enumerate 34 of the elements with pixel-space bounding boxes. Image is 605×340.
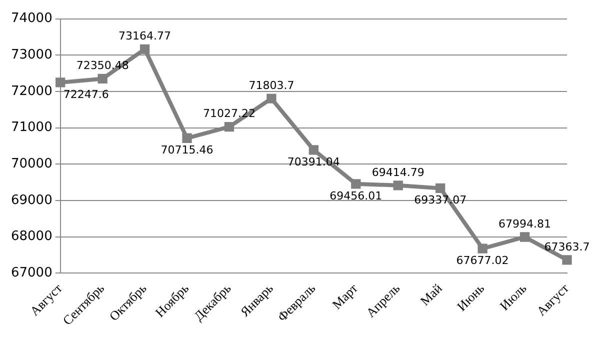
- data-label: 69456.01: [330, 189, 382, 202]
- y-tick-label: 67000: [10, 266, 52, 281]
- data-label: 73164.77: [118, 30, 172, 43]
- y-tick-label: 71000: [10, 120, 52, 136]
- data-label: 69414.79: [372, 166, 424, 179]
- point: [224, 122, 234, 132]
- point: [520, 232, 530, 242]
- y-tick-label: 69000: [10, 192, 52, 208]
- data-label: 72247.6: [63, 88, 109, 101]
- data-label: 72350.48: [76, 59, 129, 72]
- point: [266, 94, 276, 104]
- data-label: 69337.07: [414, 194, 467, 207]
- y-tick-label: 74000: [10, 11, 52, 26]
- data-label: 67363.7: [544, 240, 590, 254]
- point: [393, 180, 403, 190]
- data-label: 71027.22: [202, 107, 256, 120]
- point: [562, 255, 572, 265]
- data-label: 71803.7: [248, 78, 294, 92]
- point: [98, 74, 108, 84]
- y-tick-label: 73000: [10, 48, 52, 63]
- point: [182, 133, 192, 143]
- data-label: 70715.46: [160, 144, 214, 156]
- y-tick-label: 68000: [10, 229, 52, 244]
- data-label: 70391.04: [287, 155, 340, 168]
- point: [351, 179, 361, 189]
- data-label: 67994.81: [498, 217, 552, 230]
- point: [436, 183, 446, 194]
- y-tick-label: 72000: [10, 84, 52, 99]
- y-tick-label: 70000: [10, 156, 52, 172]
- point: [308, 145, 319, 155]
- data-label: 67677.02: [456, 254, 509, 267]
- point: [56, 78, 66, 88]
- point: [478, 244, 488, 254]
- point: [140, 44, 150, 54]
